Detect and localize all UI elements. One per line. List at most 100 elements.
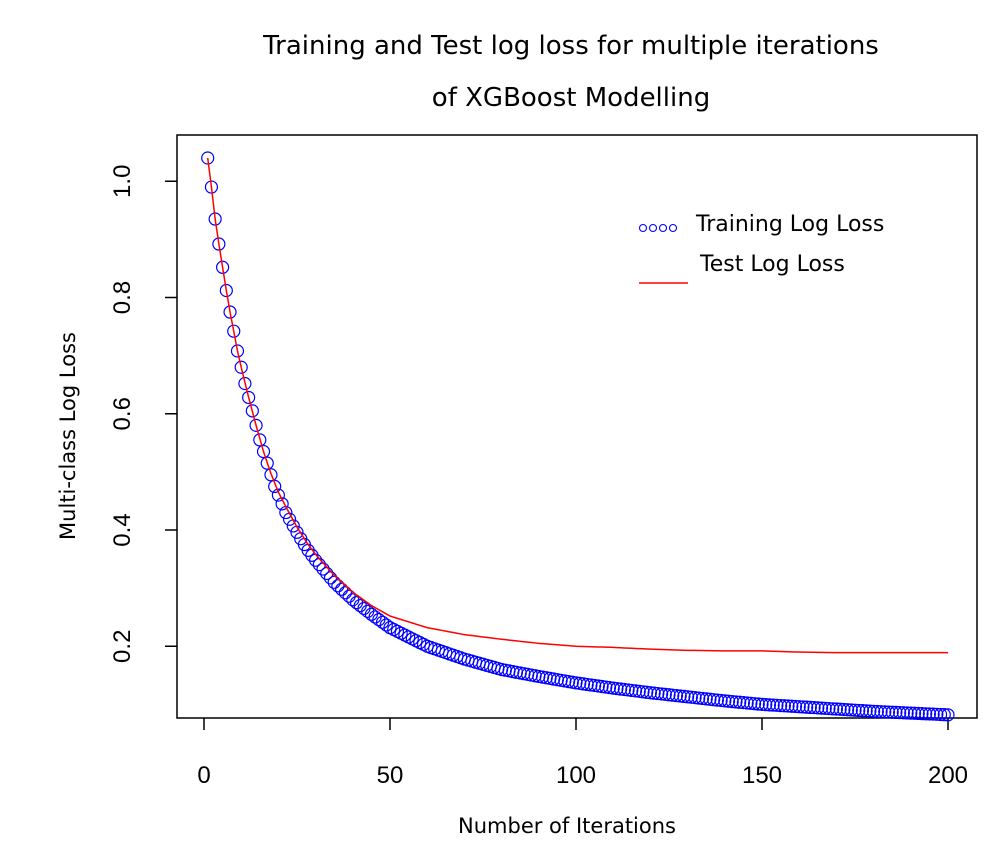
training-point [707, 693, 721, 707]
training-point [937, 708, 951, 722]
training-point [814, 701, 829, 715]
training-point [788, 699, 803, 714]
training-point [662, 688, 676, 702]
training-point [576, 677, 591, 691]
y-tick-label: 1.0 [109, 165, 136, 198]
training-point [933, 707, 948, 722]
training-point [941, 708, 955, 722]
training-point [335, 582, 349, 596]
training-point [807, 701, 821, 715]
x-tick-label: 0 [197, 762, 210, 789]
training-point [591, 679, 605, 693]
training-point [242, 390, 256, 405]
training-point [699, 692, 713, 706]
training-point [223, 305, 237, 319]
training-point [580, 677, 594, 692]
training-point [673, 689, 687, 703]
training-point [245, 404, 259, 418]
training-point [684, 690, 698, 704]
training-point [792, 700, 806, 714]
training-point [762, 698, 777, 712]
training-point [654, 687, 669, 701]
training-point [755, 697, 769, 711]
training-point [216, 260, 230, 274]
training-point [271, 488, 285, 502]
training-point [669, 688, 684, 703]
training-point [863, 704, 877, 718]
training-point [900, 706, 914, 720]
training-point [234, 360, 248, 374]
x-tick-label: 150 [742, 762, 782, 789]
training-point [859, 704, 873, 718]
training-point [610, 681, 624, 696]
training-point [227, 324, 241, 338]
training-point [829, 702, 844, 716]
legend-training-dot [638, 223, 648, 233]
training-point [643, 686, 658, 700]
training-point [331, 579, 345, 593]
training-point [264, 468, 278, 482]
training-point [260, 456, 274, 470]
training-point [800, 700, 814, 714]
x-tick-label: 200 [928, 762, 968, 789]
training-point [915, 707, 929, 721]
legend-training-marker [638, 223, 678, 233]
training-point [625, 683, 639, 698]
training-point [889, 705, 903, 720]
training-point [695, 691, 710, 706]
training-point [833, 702, 847, 716]
training-point [896, 706, 910, 720]
legend-test-label: Test Log Loss [699, 252, 845, 277]
training-point [777, 699, 791, 713]
training-point [710, 693, 724, 707]
training-point [848, 703, 862, 717]
training-point [803, 700, 817, 715]
y-tick-label: 0.4 [109, 513, 136, 546]
training-point [647, 686, 661, 700]
training-point [718, 694, 732, 708]
training-point [855, 704, 870, 718]
plot-frame [176, 134, 978, 719]
training-point [606, 681, 620, 695]
training-point [911, 706, 925, 721]
y-tick-label: 0.2 [109, 630, 136, 663]
training-point [721, 694, 736, 708]
series-layer [201, 151, 955, 722]
training-point [573, 676, 587, 690]
training-point [766, 698, 780, 712]
training-point [602, 680, 617, 695]
training-point [919, 707, 933, 721]
training-point [866, 704, 881, 718]
chart-title-line-1: Training and Test log loss for multiple … [262, 31, 879, 61]
y-axis-label: Multi-class Log Loss [56, 332, 80, 540]
x-tick-label: 100 [556, 762, 596, 789]
training-point [770, 698, 784, 712]
training-point [587, 678, 602, 693]
training-point [926, 707, 940, 721]
training-point [253, 433, 267, 447]
training-point [840, 703, 855, 717]
training-point [338, 586, 352, 600]
training-point [688, 691, 702, 705]
legend-training-label: Training Log Loss [695, 212, 884, 237]
y-tick-label: 0.8 [109, 281, 136, 314]
training-point [874, 705, 888, 719]
y-tick-label: 0.6 [109, 397, 136, 430]
training-point [818, 701, 832, 715]
training-point [725, 694, 739, 709]
training-point [822, 701, 836, 716]
training-point [632, 684, 646, 698]
training-point [219, 283, 233, 298]
test-line [206, 157, 948, 654]
training-point [201, 151, 215, 165]
training-point [628, 684, 643, 698]
training-point [357, 601, 371, 616]
training-point [692, 691, 706, 705]
training-point [878, 705, 892, 719]
chart-title-line-2: of XGBoost Modelling [432, 83, 710, 113]
training-point [885, 705, 899, 719]
training-point [256, 444, 271, 459]
training-point [870, 704, 884, 719]
training-point [714, 693, 728, 708]
training-point [837, 702, 851, 717]
